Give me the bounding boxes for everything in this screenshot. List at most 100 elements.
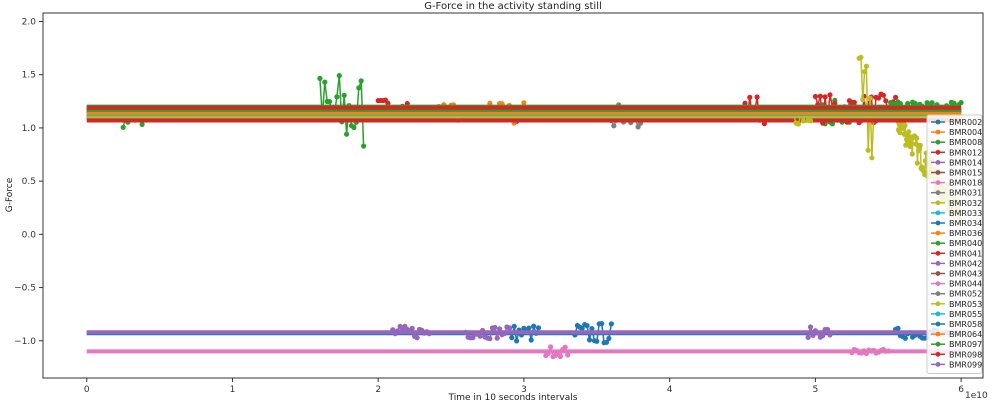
plot-area [86,54,964,360]
data-point [385,100,391,106]
y-tick-label: 0.5 [22,177,36,187]
legend-swatch-marker [935,281,941,286]
data-point [528,337,534,343]
legend-label: BMR041 [949,249,982,258]
legend-label: BMR097 [949,340,982,349]
data-point [426,331,432,337]
legend-item: BMR012 [931,148,982,157]
data-point [492,324,498,331]
data-point [480,327,486,334]
data-point [120,124,126,130]
data-point [361,143,367,149]
legend-swatch-marker [935,139,941,145]
x-tick-label: 3 [521,385,527,395]
y-tick-label: 1.5 [22,71,36,81]
data-point [905,100,911,107]
y-tick-label: 2.0 [22,18,37,28]
data-point [548,344,554,350]
data-point [562,344,568,350]
data-point [909,151,915,157]
data-point [860,97,866,103]
data-point [487,100,493,106]
data-point [599,321,605,327]
legend-label: BMR002 [949,118,982,127]
data-point [815,330,821,336]
data-point [820,333,826,339]
data-point [463,329,469,335]
data-point [903,136,910,142]
data-point [865,147,871,153]
data-point [358,78,364,84]
legend-label: BMR043 [949,270,982,279]
legend-swatch-marker [935,160,941,165]
data-point [867,95,873,101]
data-point [827,92,833,98]
data-point [754,94,760,100]
data-point [390,327,396,333]
legend-item: BMR015 [931,169,982,178]
legend-label: BMR040 [949,239,982,248]
data-point [506,325,512,332]
legend-item: BMR053 [931,300,982,309]
legend-label: BMR004 [949,128,982,137]
data-point [477,333,483,339]
data-point [521,100,527,106]
data-point [351,124,357,131]
data-point [511,323,517,329]
legend-swatch-marker [935,351,941,357]
x-tick-label: 6 [958,385,964,395]
data-point [902,122,908,129]
legend-item: BMR036 [931,229,982,238]
series-BMR032 [86,54,964,224]
data-point [827,332,833,338]
legend-swatch-marker [935,190,941,196]
legend-label: BMR015 [949,169,982,178]
x-tick-label: 0 [84,385,90,395]
data-point [810,332,816,338]
data-point [795,121,802,127]
data-point [334,94,340,100]
legend-swatch-marker [935,321,941,327]
y-tick-label: 0.0 [22,230,37,240]
legend-label: BMR052 [949,290,982,299]
data-point [545,350,551,356]
legend-swatch-marker [935,362,941,367]
x-axis: 0 1 2 3 4 5 6 [84,378,964,395]
data-point [611,123,617,129]
series-BMR044 [86,344,962,360]
x-tick-label: 1 [230,385,236,395]
legend-label: BMR044 [949,280,982,289]
data-point [742,100,748,106]
data-point [897,130,903,136]
data-point [414,335,420,341]
y-tick-label: −0.5 [14,284,36,294]
x-tick-label: 5 [813,385,819,395]
legend-item: BMR041 [931,249,982,258]
data-point [807,324,814,330]
data-point [893,94,899,100]
data-point [885,348,891,354]
data-point [555,349,561,356]
legend-item: BMR031 [931,189,982,198]
legend-label: BMR099 [949,360,982,369]
legend-item: BMR040 [931,239,982,248]
data-point [807,118,814,124]
data-point [862,69,868,75]
y-axis: −1.0 −0.5 0.0 0.5 1.0 1.5 2.0 [14,18,43,347]
legend-label: BMR064 [949,330,982,339]
data-point [579,325,585,332]
data-point [497,326,503,332]
data-point [800,118,806,124]
legend-swatch-marker [935,341,941,347]
legend-swatch-marker [935,180,941,186]
data-point [344,131,350,137]
x-tick-label: 2 [375,385,381,395]
legend-label: BMR055 [949,310,982,319]
data-point [902,335,908,341]
legend-swatch-marker [935,230,941,236]
chart-title: G-Force in the activity standing still [424,1,602,12]
data-point [897,101,904,107]
data-point [514,338,520,344]
data-point [565,352,571,358]
